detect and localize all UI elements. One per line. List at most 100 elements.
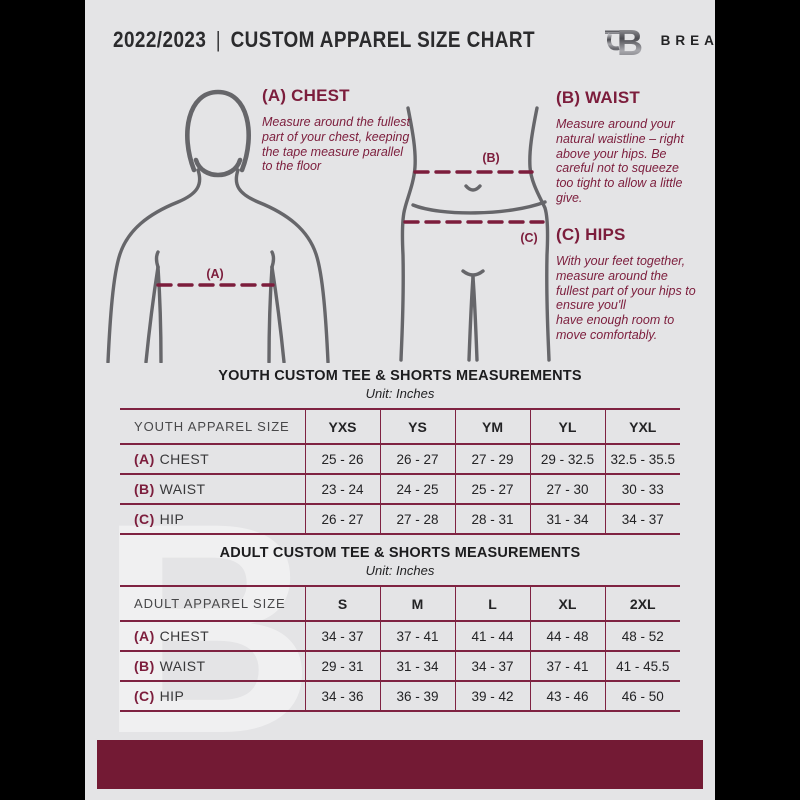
value-cell: 34 - 37 xyxy=(454,651,530,681)
measure-name: CHEST xyxy=(159,451,210,467)
measure-prefix: (C) xyxy=(134,511,155,527)
header-separator: | xyxy=(215,27,222,52)
youth-chest-row: (A) CHEST 25 - 26 26 - 27 27 - 29 29 - 32… xyxy=(120,444,680,474)
season-text: 2022/2023 xyxy=(113,27,207,52)
footer-bar xyxy=(97,740,703,789)
value-cell: 34 - 36 xyxy=(304,681,380,711)
youth-waist-row: (B) WAIST 23 - 24 24 - 25 25 - 27 27 - 30… xyxy=(120,474,680,504)
adult-header-row: ADULT APPAREL SIZE S M L XL 2XL xyxy=(120,586,680,621)
youth-size-table: YOUTH APPAREL SIZE YXS YS YM YL YXL (A) C… xyxy=(120,408,680,535)
value-cell: 29 - 31 xyxy=(304,651,380,681)
header-title-group: 2022/2023 | CUSTOM APPAREL SIZE CHART xyxy=(113,27,535,53)
value-cell: 24 - 25 xyxy=(379,474,455,504)
value-cell: 44 - 48 xyxy=(529,621,605,651)
youth-size-col-header: YXS xyxy=(304,409,380,444)
value-cell: 41 - 45.5 xyxy=(604,651,680,681)
value-cell: 34 - 37 xyxy=(304,621,380,651)
value-cell: 28 - 31 xyxy=(454,504,530,534)
logo-hook xyxy=(606,33,620,51)
measure-label-cell: (A) CHEST xyxy=(120,621,305,651)
adult-waist-row: (B) WAIST 29 - 31 31 - 34 34 - 37 37 - 41… xyxy=(120,651,680,681)
value-cell: 39 - 42 xyxy=(454,681,530,711)
adult-size-col-header: L xyxy=(454,586,530,621)
measure-label-cell: (C) HIP xyxy=(120,504,305,534)
waist-guide-heading: (B) WAIST xyxy=(556,88,640,107)
chest-guide: (A) CHEST Measure around the fullest par… xyxy=(262,86,414,174)
adult-size-label-header: ADULT APPAREL SIZE xyxy=(134,596,286,611)
measure-name: CHEST xyxy=(159,628,210,644)
value-cell: 34 - 37 xyxy=(604,504,680,534)
value-cell: 26 - 27 xyxy=(379,444,455,474)
measure-name: HIP xyxy=(159,688,185,704)
value-cell: 25 - 26 xyxy=(304,444,380,474)
adult-chest-row: (A) CHEST 34 - 37 37 - 41 41 - 44 44 - 48… xyxy=(120,621,680,651)
hips-outline xyxy=(399,106,551,362)
value-cell: 26 - 27 xyxy=(304,504,380,534)
body-outline xyxy=(106,168,330,363)
adult-size-col-header: M xyxy=(379,586,455,621)
value-cell: 23 - 24 xyxy=(304,474,380,504)
measure-label-cell: (C) HIP xyxy=(120,681,305,711)
youth-size-label-header: YOUTH APPAREL SIZE xyxy=(134,419,290,434)
value-cell: 41 - 44 xyxy=(454,621,530,651)
adult-section: ADULT CUSTOM TEE & SHORTS MEASUREMENTS U… xyxy=(120,545,680,712)
adult-size-col-header: XL xyxy=(529,586,605,621)
adult-size-table: ADULT APPAREL SIZE S M L XL 2XL (A) CHEST… xyxy=(120,585,680,712)
measure-label-cell: (B) WAIST xyxy=(120,474,305,504)
lower-body-illustration: (B) (C) xyxy=(399,106,551,362)
measure-prefix: (B) xyxy=(134,658,155,674)
youth-hip-row: (C) HIP 26 - 27 27 - 28 28 - 31 31 - 34 3… xyxy=(120,504,680,534)
hips-guide-body: With your feet together, measure around … xyxy=(556,254,696,342)
value-cell: 31 - 34 xyxy=(529,504,605,534)
youth-header-row: YOUTH APPAREL SIZE YXS YS YM YL YXL xyxy=(120,409,680,444)
upper-body-illustration: (A) xyxy=(106,89,330,363)
youth-size-col-header: YM xyxy=(454,409,530,444)
youth-size-col-header: YXL xyxy=(604,409,680,444)
measure-name: WAIST xyxy=(159,481,206,497)
logo-top-arm xyxy=(604,30,622,34)
value-cell: 46 - 50 xyxy=(604,681,680,711)
measure-label-cell: (B) WAIST xyxy=(120,651,305,681)
hips-marker-label: (C) xyxy=(520,231,537,245)
value-cell: 48 - 52 xyxy=(604,621,680,651)
value-cell: 36 - 39 xyxy=(379,681,455,711)
youth-section: YOUTH CUSTOM TEE & SHORTS MEASUREMENTS U… xyxy=(120,368,680,535)
chest-guide-body: Measure around the fullest part of your … xyxy=(262,115,411,174)
adult-table-title: ADULT CUSTOM TEE & SHORTS MEASUREMENTS xyxy=(219,545,581,561)
value-cell: 30 - 33 xyxy=(604,474,680,504)
head-outline xyxy=(185,89,251,178)
waist-guide: (B) WAIST Measure around your natural wa… xyxy=(556,88,698,206)
youth-table-title: YOUTH CUSTOM TEE & SHORTS MEASUREMENTS xyxy=(218,368,582,384)
value-cell: 29 - 32.5 xyxy=(529,444,605,474)
youth-table-unit: Unit: Inches xyxy=(365,386,435,401)
watermark-letter: B xyxy=(99,460,316,796)
waistband-line xyxy=(411,200,547,215)
chest-marker-label: (A) xyxy=(206,267,223,281)
value-cell: 25 - 27 xyxy=(454,474,530,504)
value-cell: 31 - 34 xyxy=(379,651,455,681)
adult-hip-row: (C) HIP 34 - 36 36 - 39 39 - 42 43 - 46 4… xyxy=(120,681,680,711)
youth-size-col-header: YL xyxy=(529,409,605,444)
document-panel: 2022/2023 | CUSTOM APPAREL SIZE CHART B BR… xyxy=(85,0,715,800)
youth-size-col-header: YS xyxy=(379,409,455,444)
adult-table-unit: Unit: Inches xyxy=(365,563,435,578)
measure-prefix: (B) xyxy=(134,481,155,497)
waist-guide-body: Measure around your natural waistline – … xyxy=(556,117,684,205)
value-cell: 37 - 41 xyxy=(529,651,605,681)
chest-guide-heading: (A) CHEST xyxy=(262,86,350,105)
measure-label-cell: (A) CHEST xyxy=(120,444,305,474)
adult-size-col-header: 2XL xyxy=(604,586,680,621)
hips-guide-heading: (C) HIPS xyxy=(556,225,626,244)
measure-name: WAIST xyxy=(159,658,206,674)
breakaway-logo-icon: B xyxy=(604,22,643,60)
measure-name: HIP xyxy=(159,511,185,527)
hips-guide: (C) HIPS With your feet together, measur… xyxy=(556,225,702,343)
brand-group: B BREAKAWAY xyxy=(604,20,715,60)
value-cell: 37 - 41 xyxy=(379,621,455,651)
value-cell: 27 - 28 xyxy=(379,504,455,534)
navel-line xyxy=(464,184,482,192)
measure-prefix: (A) xyxy=(134,628,155,644)
header: 2022/2023 | CUSTOM APPAREL SIZE CHART B BR… xyxy=(85,0,715,80)
brand-name: BREAKAWAY xyxy=(660,32,715,48)
